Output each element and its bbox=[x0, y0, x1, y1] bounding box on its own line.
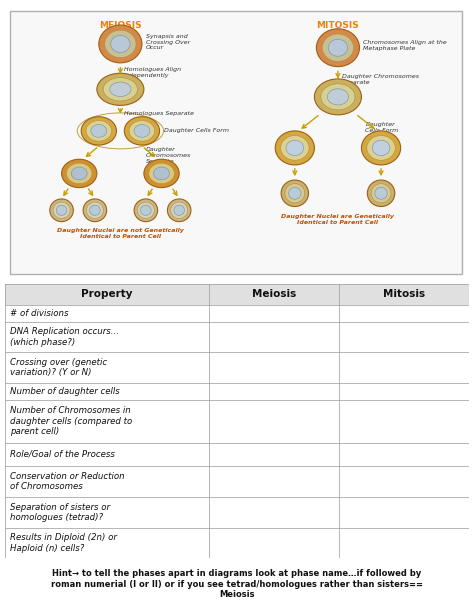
Ellipse shape bbox=[322, 34, 354, 61]
Ellipse shape bbox=[83, 199, 107, 222]
Ellipse shape bbox=[91, 124, 107, 137]
Text: Synapsis and
Crossing Over
Occur: Synapsis and Crossing Over Occur bbox=[146, 34, 190, 50]
Ellipse shape bbox=[110, 82, 131, 96]
Ellipse shape bbox=[103, 78, 137, 101]
FancyBboxPatch shape bbox=[5, 383, 469, 400]
Ellipse shape bbox=[149, 163, 174, 184]
Text: Homologues Separate: Homologues Separate bbox=[124, 112, 194, 116]
Ellipse shape bbox=[328, 39, 347, 56]
Ellipse shape bbox=[56, 205, 67, 215]
FancyBboxPatch shape bbox=[5, 322, 469, 352]
Ellipse shape bbox=[134, 199, 158, 222]
Ellipse shape bbox=[71, 167, 87, 180]
Text: Daughter
Cells Form: Daughter Cells Form bbox=[365, 122, 399, 132]
Ellipse shape bbox=[144, 159, 179, 188]
Ellipse shape bbox=[375, 188, 387, 199]
Text: MITOSIS: MITOSIS bbox=[317, 21, 359, 30]
Text: Mitosis: Mitosis bbox=[383, 289, 425, 299]
Text: Daughter Chromosomes
Separate: Daughter Chromosomes Separate bbox=[342, 74, 419, 85]
Ellipse shape bbox=[372, 140, 390, 156]
Ellipse shape bbox=[90, 205, 100, 215]
FancyBboxPatch shape bbox=[5, 497, 469, 528]
Ellipse shape bbox=[367, 135, 395, 160]
Text: DNA Replication occurs...
(which phase?): DNA Replication occurs... (which phase?) bbox=[10, 327, 119, 347]
Ellipse shape bbox=[53, 202, 70, 218]
Text: MEIOSIS: MEIOSIS bbox=[99, 21, 142, 30]
Ellipse shape bbox=[281, 180, 309, 207]
Ellipse shape bbox=[86, 202, 103, 218]
Ellipse shape bbox=[99, 25, 142, 63]
Text: Daughter Nuclei are not Genetically
Identical to Parent Cell: Daughter Nuclei are not Genetically Iden… bbox=[57, 228, 184, 239]
Ellipse shape bbox=[285, 184, 305, 203]
Text: Number of daughter cells: Number of daughter cells bbox=[10, 387, 120, 396]
Ellipse shape bbox=[86, 121, 111, 141]
Text: Separation of sisters or
homologues (tetrad)?: Separation of sisters or homologues (tet… bbox=[10, 503, 110, 522]
Text: Results in Diploid (2n) or
Haploid (n) cells?: Results in Diploid (2n) or Haploid (n) c… bbox=[10, 533, 117, 553]
Ellipse shape bbox=[171, 202, 188, 218]
Text: Homologues Align
Independently: Homologues Align Independently bbox=[124, 67, 182, 78]
Text: Chromosomes Align at the
Metaphase Plate: Chromosomes Align at the Metaphase Plate bbox=[364, 40, 447, 51]
Text: Crossing over (genetic
variation)? (Y or N): Crossing over (genetic variation)? (Y or… bbox=[10, 358, 108, 378]
Text: # of divisions: # of divisions bbox=[10, 308, 69, 318]
FancyBboxPatch shape bbox=[5, 466, 469, 497]
Ellipse shape bbox=[289, 188, 301, 199]
Ellipse shape bbox=[321, 84, 355, 110]
Ellipse shape bbox=[124, 116, 160, 145]
Ellipse shape bbox=[141, 205, 151, 215]
Ellipse shape bbox=[97, 73, 144, 105]
Ellipse shape bbox=[81, 116, 117, 145]
Ellipse shape bbox=[174, 205, 184, 215]
Text: Number of Chromosomes in
daughter cells (compared to
parent cell): Number of Chromosomes in daughter cells … bbox=[10, 406, 133, 436]
FancyBboxPatch shape bbox=[5, 443, 469, 466]
Ellipse shape bbox=[50, 199, 73, 222]
FancyBboxPatch shape bbox=[5, 284, 469, 305]
Ellipse shape bbox=[154, 167, 170, 180]
FancyBboxPatch shape bbox=[9, 11, 463, 273]
Ellipse shape bbox=[286, 140, 304, 156]
Text: Hint→ to tell the phases apart in diagrams look at phase name…if followed by
rom: Hint→ to tell the phases apart in diagra… bbox=[51, 569, 423, 600]
Ellipse shape bbox=[281, 135, 309, 160]
Ellipse shape bbox=[110, 36, 130, 53]
Ellipse shape bbox=[367, 180, 395, 207]
Text: Daughter Nuclei are Genetically
Identical to Parent Cell: Daughter Nuclei are Genetically Identica… bbox=[282, 214, 394, 225]
Text: Meiosis: Meiosis bbox=[252, 289, 296, 299]
FancyBboxPatch shape bbox=[5, 400, 469, 443]
FancyBboxPatch shape bbox=[5, 305, 469, 322]
Text: Daughter
Chromosomes
Separate: Daughter Chromosomes Separate bbox=[146, 147, 191, 164]
Text: Role/Goal of the Process: Role/Goal of the Process bbox=[10, 450, 115, 459]
Text: Conservation or Reduction
of Chromosomes: Conservation or Reduction of Chromosomes bbox=[10, 472, 125, 492]
Text: Property: Property bbox=[81, 289, 133, 299]
Ellipse shape bbox=[314, 79, 362, 115]
Ellipse shape bbox=[134, 124, 150, 137]
Ellipse shape bbox=[66, 163, 92, 184]
Ellipse shape bbox=[62, 159, 97, 188]
Ellipse shape bbox=[167, 199, 191, 222]
Ellipse shape bbox=[129, 121, 155, 141]
Ellipse shape bbox=[316, 29, 359, 67]
Text: Daughter Cells Form: Daughter Cells Form bbox=[164, 128, 229, 134]
Ellipse shape bbox=[371, 184, 391, 203]
Ellipse shape bbox=[328, 89, 348, 105]
Ellipse shape bbox=[105, 30, 136, 58]
Ellipse shape bbox=[362, 131, 401, 165]
FancyBboxPatch shape bbox=[5, 528, 469, 558]
FancyBboxPatch shape bbox=[5, 352, 469, 383]
Ellipse shape bbox=[137, 202, 155, 218]
Ellipse shape bbox=[275, 131, 314, 165]
